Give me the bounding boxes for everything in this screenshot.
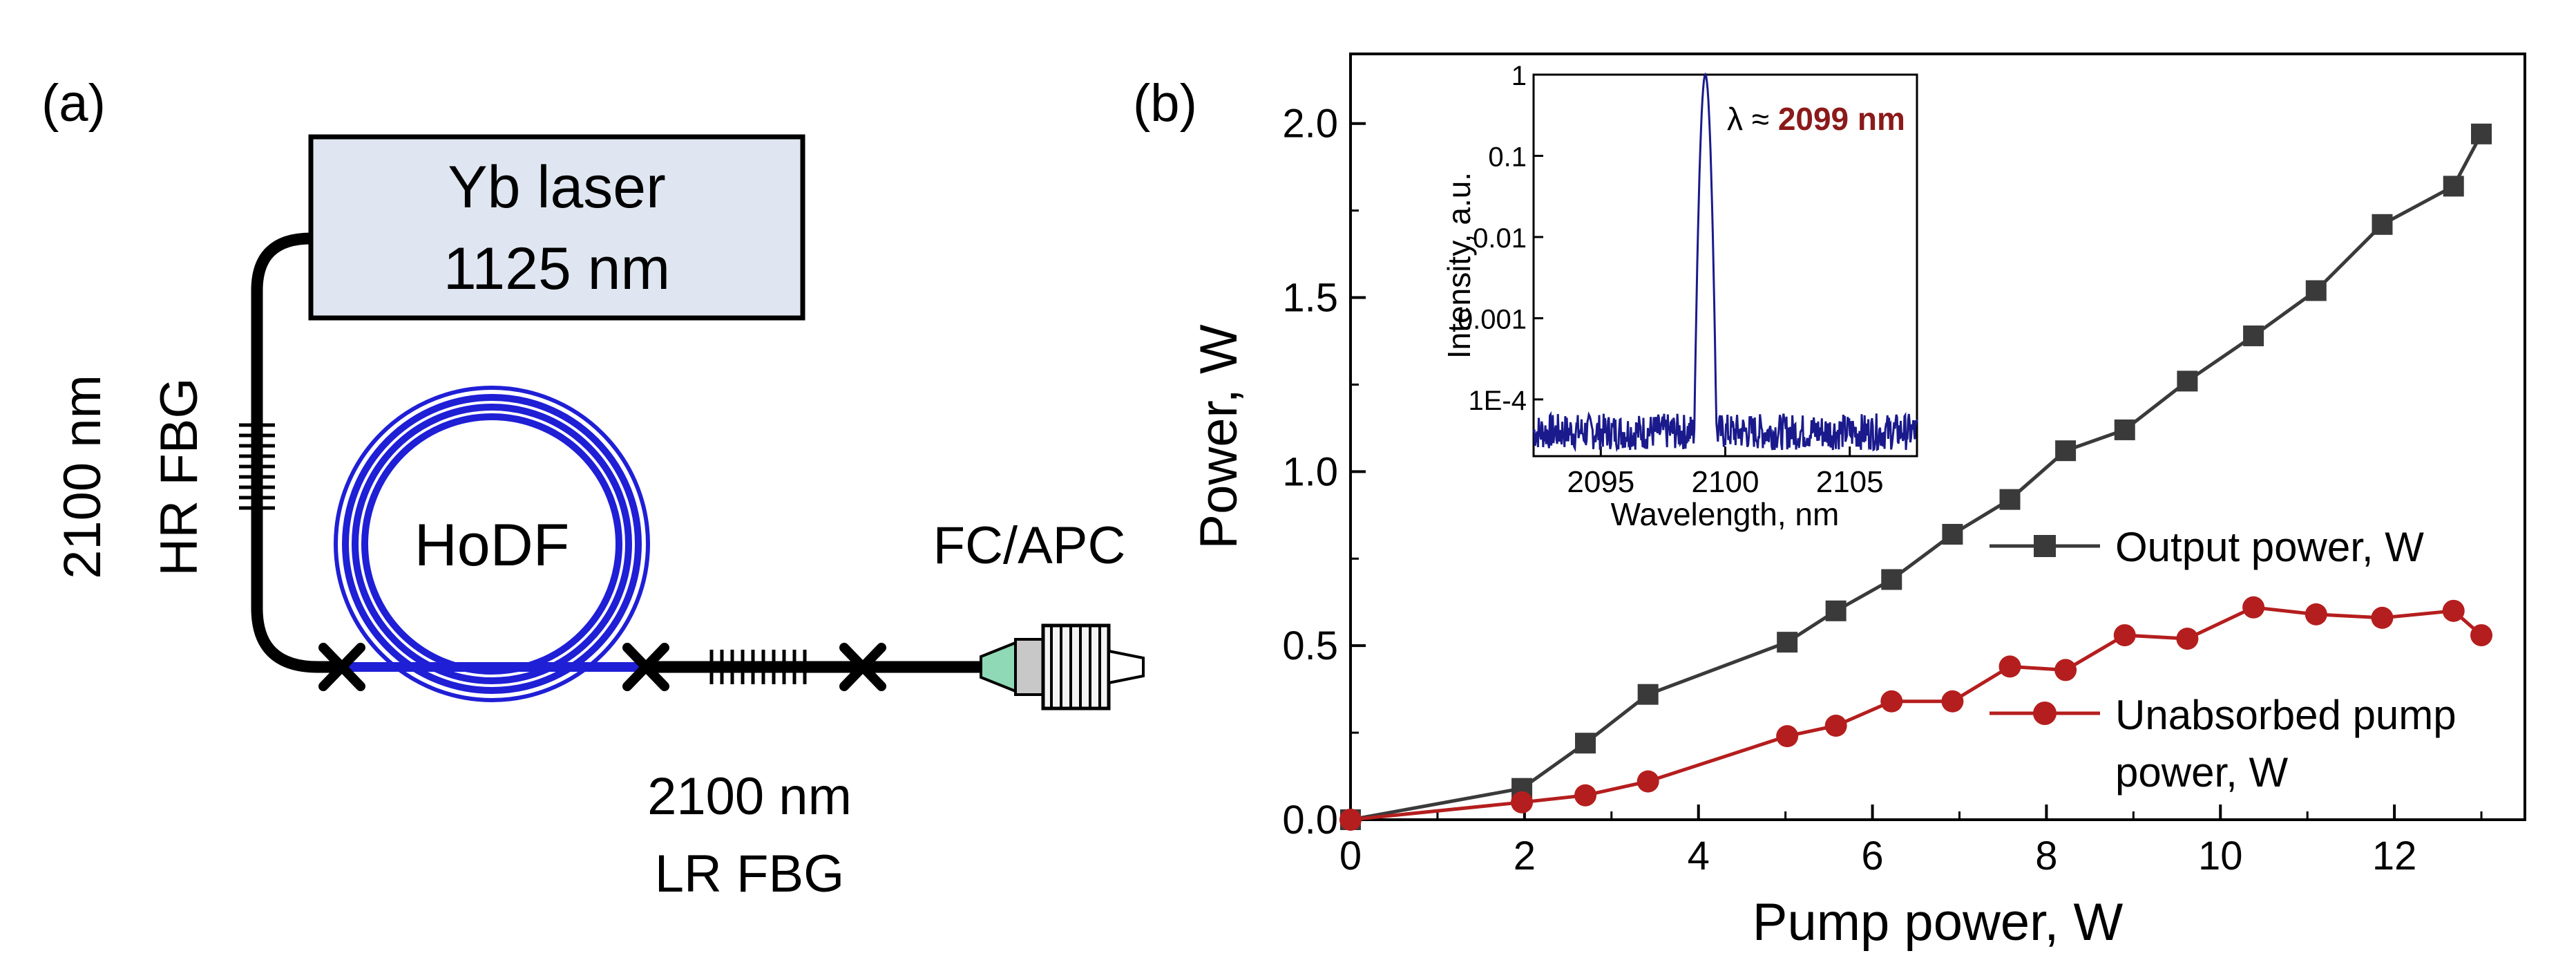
- unabsorbed-pump-point: [1511, 791, 1534, 813]
- output-power-point: [2372, 214, 2393, 235]
- inset-y-tick-label: 1: [1511, 61, 1527, 91]
- main-y-tick-label: 0.5: [1282, 623, 1338, 668]
- main-y-tick-label: 1.5: [1282, 276, 1338, 321]
- unabsorbed-pump-point: [2371, 606, 2394, 629]
- output-power-point: [1999, 489, 2021, 510]
- output-power-point: [1942, 524, 1963, 545]
- output-power-point: [1881, 569, 1902, 590]
- main-y-tick-label: 1.0: [1282, 449, 1338, 494]
- panel-b: (b) 0 2 4 6 8 10 12 0.0 0.5 1.0 1.5 2.0 Pump power…: [1133, 53, 2526, 952]
- hr-fbg-grating: [239, 423, 275, 510]
- output-power-point: [2305, 280, 2327, 301]
- hodf-label: HoDF: [414, 512, 570, 578]
- unabsorbed-pump-point: [1824, 715, 1847, 737]
- main-x-tick-label: 8: [2035, 834, 2057, 878]
- inset-annotation: λ ≈ 2099 nm: [1727, 101, 1905, 137]
- main-x-tick-label: 0: [1339, 834, 1362, 878]
- laser-name: Yb laser: [448, 154, 666, 220]
- unabsorbed-pump-point: [2242, 596, 2265, 619]
- unabsorbed-pump-point: [1998, 655, 2021, 678]
- inset-y-tick-label: 1E-4: [1469, 386, 1527, 416]
- hr-fbg-type-label: HR FBG: [150, 377, 209, 576]
- fc-apc-connector-icon: [980, 623, 1145, 711]
- inset-y-tick-label: 0.1: [1488, 142, 1527, 172]
- panel-a-label: (a): [41, 74, 106, 133]
- inset-y-tick-label: 0.001: [1458, 304, 1527, 335]
- inset-x-tick-label: 2105: [1816, 465, 1884, 499]
- inset-y-tick-label: 0.01: [1473, 223, 1527, 254]
- unabsorbed-pump-point: [1339, 809, 1362, 831]
- output-power-point: [1777, 632, 1798, 653]
- unabsorbed-pump-point: [1637, 770, 1659, 793]
- main-plot-frame: [1349, 53, 2526, 821]
- input-fiber: [251, 232, 342, 673]
- main-y-axis-label: Power, W: [1190, 324, 1248, 549]
- inset-x-tick-labels: 2095 2100 2105: [1567, 465, 1883, 499]
- splice-mark-1: [318, 643, 365, 691]
- main-x-tick-label: 4: [1688, 834, 1710, 878]
- output-power-point: [2114, 419, 2135, 440]
- connector-label: FC/APC: [933, 516, 1126, 575]
- main-legend: Output power, W Unabsorbed pump power, W: [1990, 524, 2456, 796]
- unabsorbed-pump-point: [1574, 784, 1596, 807]
- unabsorbed-pump-point: [2442, 599, 2465, 622]
- output-power-point: [1575, 733, 1596, 754]
- inset-annotation-prefix: λ ≈: [1727, 101, 1778, 137]
- main-x-tick-label: 2: [1514, 834, 1536, 878]
- main-series-layer: [1339, 123, 2493, 831]
- main-y-tick-label: 0.0: [1282, 798, 1338, 843]
- unabsorbed-pump-point: [1880, 690, 1903, 713]
- panel-b-label: (b): [1133, 74, 1197, 133]
- main-x-axis-label: Pump power, W: [1753, 893, 2124, 952]
- main-x-tick-label: 12: [2372, 834, 2417, 878]
- lr-fbg-wavelength-label: 2100 nm: [647, 767, 852, 826]
- inset-annotation-value: 2099 nm: [1778, 101, 1905, 137]
- legend-unabsorbed-text-1: Unabsorbed pump: [2115, 692, 2456, 738]
- legend-output-marker: [2034, 535, 2056, 557]
- inset-y-axis-label: Intensity, a.u.: [1441, 172, 1477, 359]
- output-power-point: [2471, 123, 2492, 144]
- main-y-tick-label: 2.0: [1282, 102, 1338, 147]
- main-x-tick-labels: 0 2 4 6 8 10 12: [1339, 834, 2417, 878]
- output-power-point: [2177, 370, 2198, 392]
- lr-fbg-type-label: LR FBG: [655, 845, 845, 903]
- inset-x-tick-label: 2100: [1692, 465, 1759, 499]
- legend-unabsorbed-text-2: power, W: [2115, 749, 2288, 796]
- legend-output-text: Output power, W: [2115, 524, 2424, 570]
- unabsorbed-pump-point: [2470, 624, 2493, 647]
- main-x-tick-label: 10: [2198, 834, 2243, 878]
- unabsorbed-pump-point: [1776, 725, 1799, 748]
- lr-fbg-grating: [709, 650, 807, 684]
- inset-x-axis-label: Wavelength, nm: [1611, 496, 1840, 532]
- main-x-tick-label: 6: [1861, 834, 1883, 878]
- main-y-tick-labels: 0.0 0.5 1.0 1.5 2.0: [1282, 102, 1338, 843]
- output-power-point: [1637, 684, 1659, 705]
- unabsorbed-pump-point: [2054, 659, 2077, 681]
- output-power-point: [2443, 176, 2464, 197]
- inset-background: [1454, 69, 1920, 456]
- inset-spectrum-line: [1532, 72, 1918, 453]
- output-power-point: [2243, 325, 2264, 346]
- unabsorbed-pump-point: [1941, 690, 1964, 713]
- panel-a: (a) Yb laser 1125 nm 2100 nm HR FBG: [41, 74, 1145, 903]
- output-power-point: [2055, 440, 2077, 462]
- laser-wavelength: 1125 nm: [443, 236, 670, 302]
- unabsorbed-pump-point: [2305, 603, 2327, 625]
- legend-unabsorbed-marker: [2033, 702, 2057, 725]
- output-power-point: [1825, 600, 1847, 621]
- unabsorbed-pump-point: [2113, 624, 2136, 647]
- inset-y-tick-labels: 1E-4 0.001 0.01 0.1 1: [1458, 61, 1527, 416]
- unabsorbed-pump-point: [2176, 628, 2199, 650]
- inset-x-tick-label: 2095: [1567, 465, 1634, 499]
- hr-fbg-wavelength-label: 2100 nm: [53, 375, 112, 579]
- yb-laser-box: [308, 134, 805, 321]
